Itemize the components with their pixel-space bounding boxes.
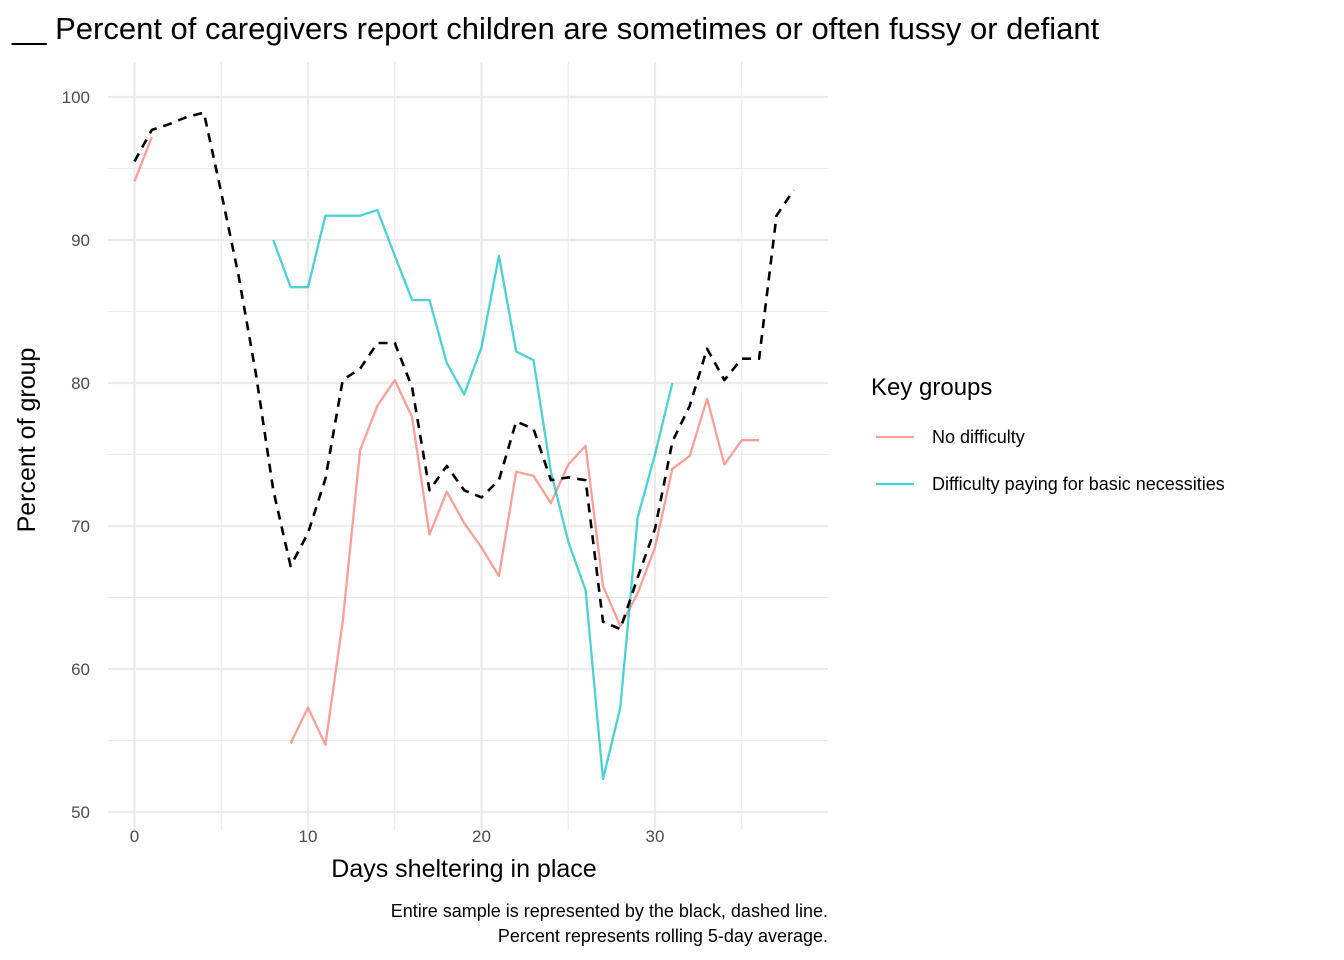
series-line <box>272 208 674 781</box>
chart-grid <box>108 62 828 830</box>
legend-title: Key groups <box>871 374 992 401</box>
y-tick-label: 80 <box>71 374 90 393</box>
caption-line-1: Entire sample is represented by the blac… <box>391 901 828 921</box>
x-axis-title: Days sheltering in place <box>331 855 596 883</box>
y-axis-ticks: 50 60 70 80 90 100 <box>62 88 90 822</box>
x-tick-label: 30 <box>646 827 665 846</box>
y-tick-label: 90 <box>71 231 90 250</box>
x-tick-label: 10 <box>299 827 318 846</box>
y-tick-label: 50 <box>71 803 90 822</box>
x-tick-label: 20 <box>472 827 491 846</box>
series-group-0 <box>133 136 760 746</box>
series-line <box>133 136 153 182</box>
legend-items: No difficulty Difficulty paying for basic… <box>876 427 1225 494</box>
series-group-1 <box>272 208 674 781</box>
chart-title: __ Percent of caregivers report children… <box>11 11 1100 46</box>
series-line-entire-sample <box>133 111 795 631</box>
x-axis-ticks: 0 10 20 30 <box>130 827 665 846</box>
chart-series-layer <box>133 111 795 781</box>
legend: Key groups No difficulty Difficulty payin… <box>871 374 1225 494</box>
x-tick-label: 0 <box>130 827 139 846</box>
legend-label: Difficulty paying for basic necessities <box>932 474 1225 494</box>
legend-label: No difficulty <box>932 427 1025 447</box>
y-axis-title: Percent of group <box>13 348 41 533</box>
series-line <box>289 378 760 746</box>
y-tick-label: 70 <box>71 517 90 536</box>
caption-line-2: Percent represents rolling 5-day average… <box>498 926 828 946</box>
y-tick-label: 60 <box>71 660 90 679</box>
series-entire-sample <box>133 111 795 631</box>
y-tick-label: 100 <box>62 88 90 107</box>
